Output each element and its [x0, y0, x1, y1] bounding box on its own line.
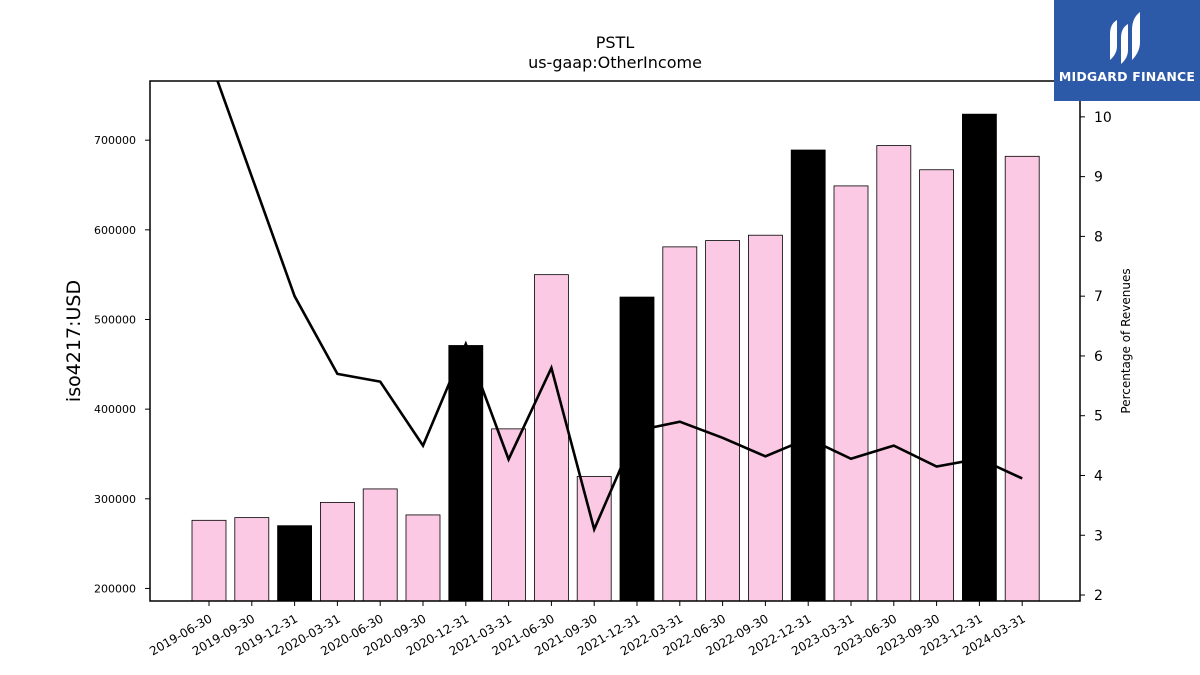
logo-text: MIDGARD FINANCE: [1058, 69, 1196, 84]
bar-2023-03-31: [833, 185, 869, 601]
y2-tick-label: 9: [1094, 170, 1103, 186]
y2-tick-label: 3: [1094, 528, 1103, 544]
bar-2022-06-30: [705, 240, 740, 601]
bar-2019-09-30: [234, 517, 270, 601]
bar-2019-06-30: [191, 519, 227, 601]
y2-tick-label: 10: [1094, 110, 1112, 126]
bar-2021-03-31: [491, 428, 527, 601]
y2-tick-label: 8: [1094, 229, 1103, 245]
y-tick-label: 400000: [94, 403, 136, 416]
bar-2021-12-31: [619, 296, 655, 601]
y-tick-label: 600000: [94, 224, 136, 237]
y-axis-label: iso4217:USD: [63, 280, 85, 402]
y-tick-label: 700000: [94, 134, 136, 147]
bar-2020-12-31: [448, 345, 484, 601]
bar-2024-03-31: [1004, 155, 1040, 601]
y2-tick-label: 7: [1094, 289, 1103, 305]
y2-axis-label: Percentage of Revenues: [1119, 268, 1133, 413]
chart-subtitle: us-gaap:OtherIncome: [528, 53, 702, 72]
percentage-line: [216, 81, 1023, 534]
bar-2023-12-31: [962, 113, 997, 601]
chart-title: PSTL: [596, 33, 635, 52]
bar-2020-06-30: [362, 488, 398, 601]
bar-2021-09-30: [576, 475, 612, 601]
y2-tick-label: 6: [1094, 349, 1103, 365]
midgard-finance-logo: MIDGARD FINANCE: [1054, 0, 1200, 101]
y-tick-label: 200000: [94, 582, 136, 595]
bar-2020-09-30: [405, 514, 441, 601]
bar-2019-12-31: [277, 525, 313, 601]
y2-tick-label: 2: [1094, 588, 1103, 604]
bar-2021-06-30: [534, 274, 569, 601]
y2-tick-label: 5: [1094, 409, 1103, 425]
bar-2023-09-30: [919, 169, 954, 601]
y-tick-label: 300000: [94, 493, 136, 506]
y-tick-label: 500000: [94, 313, 136, 326]
bar-2020-03-31: [319, 501, 355, 601]
y2-tick-label: 4: [1094, 468, 1103, 484]
logo-mark-icon: [1110, 12, 1140, 64]
plot-frame: [149, 80, 1081, 602]
bar-2022-09-30: [748, 234, 783, 601]
bar-2023-06-30: [876, 145, 912, 601]
bar-2022-12-31: [790, 149, 826, 601]
